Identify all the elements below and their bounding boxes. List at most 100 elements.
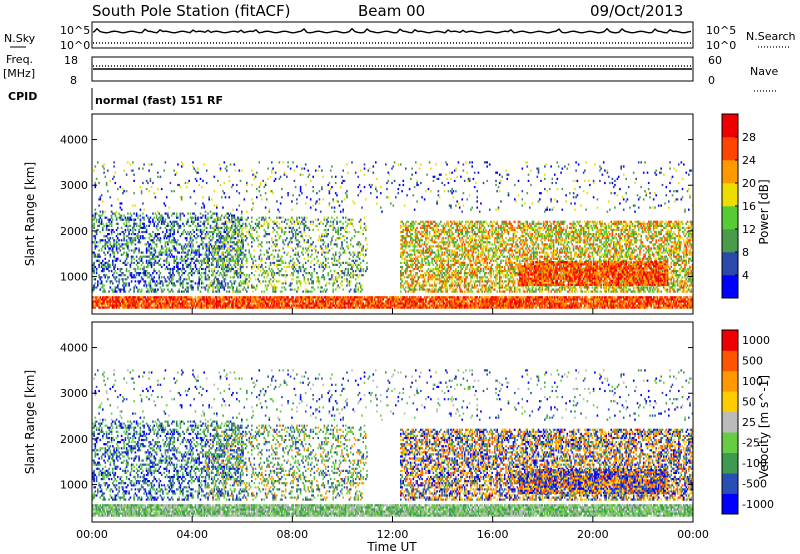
echo-cell: [269, 258, 271, 260]
echo-cell: [137, 217, 139, 219]
echo-cell: [137, 266, 139, 268]
echo-cell: [251, 272, 253, 274]
echo-cell: [241, 262, 243, 264]
echo-cell: [128, 284, 130, 286]
echo-cell: [215, 219, 217, 221]
echo-cell: [190, 231, 192, 233]
echo-cell: [172, 270, 174, 272]
echo-cell: [116, 276, 118, 278]
echo-cell: [440, 302, 442, 304]
echo-cell: [117, 223, 119, 225]
echo-cell: [399, 298, 401, 300]
echo-cell: [162, 291, 164, 293]
echo-cell: [135, 276, 137, 278]
echo-cell: [265, 284, 267, 286]
echo-cell: [205, 243, 207, 245]
echo-cell: [245, 276, 247, 278]
echo-cell: [176, 215, 178, 217]
echo-cell: [291, 237, 293, 239]
echo-cell: [170, 300, 172, 302]
echo-cell: [136, 274, 138, 276]
echo-cell: [216, 241, 218, 243]
echo-cell: [264, 254, 266, 256]
echo-cell: [127, 245, 129, 247]
echo-cell: [132, 231, 134, 233]
echo-cell: [475, 298, 477, 300]
echo-cell: [157, 289, 159, 291]
echo-cell: [225, 282, 227, 284]
echo-cell: [232, 235, 234, 237]
echo-cell: [587, 296, 589, 298]
echo-cell: [236, 243, 238, 245]
echo-cell: [229, 247, 231, 249]
echo-cell: [216, 266, 218, 268]
echo-cell: [171, 223, 173, 225]
echo-cell: [240, 249, 242, 251]
echo-cell: [96, 272, 98, 274]
echo-cell: [236, 286, 238, 288]
echo-cell: [106, 227, 108, 229]
echo-cell: [163, 289, 165, 291]
echo-cell: [121, 296, 123, 298]
nave-label: Nave: [750, 65, 778, 78]
echo-cell: [285, 270, 287, 272]
echo-cell: [135, 284, 137, 286]
echo-cell: [127, 256, 129, 258]
echo-cell: [386, 296, 388, 298]
echo-cell: [151, 274, 153, 276]
echo-cell: [219, 291, 221, 293]
echo-cell: [151, 247, 153, 249]
echo-cell: [206, 254, 208, 256]
echo-cell: [216, 254, 218, 256]
echo-cell: [321, 296, 323, 298]
echo-cell: [236, 296, 238, 298]
echo-cell: [212, 282, 214, 284]
echo-cell: [173, 282, 175, 284]
echo-cell: [459, 298, 461, 300]
echo-cell: [201, 217, 203, 219]
echo-cell: [270, 282, 272, 284]
echo-cell: [305, 302, 307, 304]
echo-cell: [176, 241, 178, 243]
echo-cell: [249, 302, 251, 304]
echo-cell: [221, 258, 223, 260]
echo-cell: [558, 300, 560, 302]
echo-cell: [183, 305, 185, 307]
echo-cell: [280, 270, 282, 272]
echo-cell: [186, 245, 188, 247]
echo-cell: [230, 221, 232, 223]
noise-panel: [92, 22, 693, 48]
echo-cell: [171, 280, 173, 282]
echo-cell: [127, 229, 129, 231]
echo-cell: [190, 213, 192, 215]
echo-cell: [266, 270, 268, 272]
echo-cell: [98, 254, 100, 256]
echo-cell: [220, 296, 222, 298]
echo-cell: [158, 213, 160, 215]
echo-cell: [93, 252, 95, 254]
echo-cell: [148, 219, 150, 221]
echo-cell: [292, 272, 294, 274]
echo-cell: [259, 235, 261, 237]
echo-cell: [132, 241, 134, 243]
echo-cell: [191, 270, 193, 272]
echo-cell: [226, 274, 228, 276]
echo-cell: [100, 278, 102, 280]
echo-cell: [224, 300, 226, 302]
echo-cell: [249, 229, 251, 231]
echo-cell: [157, 219, 159, 221]
echo-cell: [160, 298, 162, 300]
echo-cell: [190, 239, 192, 241]
echo-cell: [202, 231, 204, 233]
echo-cell: [195, 266, 197, 268]
echo-cell: [267, 305, 269, 307]
echo-cell: [255, 227, 257, 229]
echo-cell: [229, 229, 231, 231]
echo-cell: [148, 276, 150, 278]
echo-cell: [98, 219, 100, 221]
echo-cell: [259, 256, 261, 258]
echo-cell: [133, 291, 135, 293]
echo-cell: [295, 268, 297, 270]
echo-cell: [180, 225, 182, 227]
echo-cell: [97, 296, 99, 298]
